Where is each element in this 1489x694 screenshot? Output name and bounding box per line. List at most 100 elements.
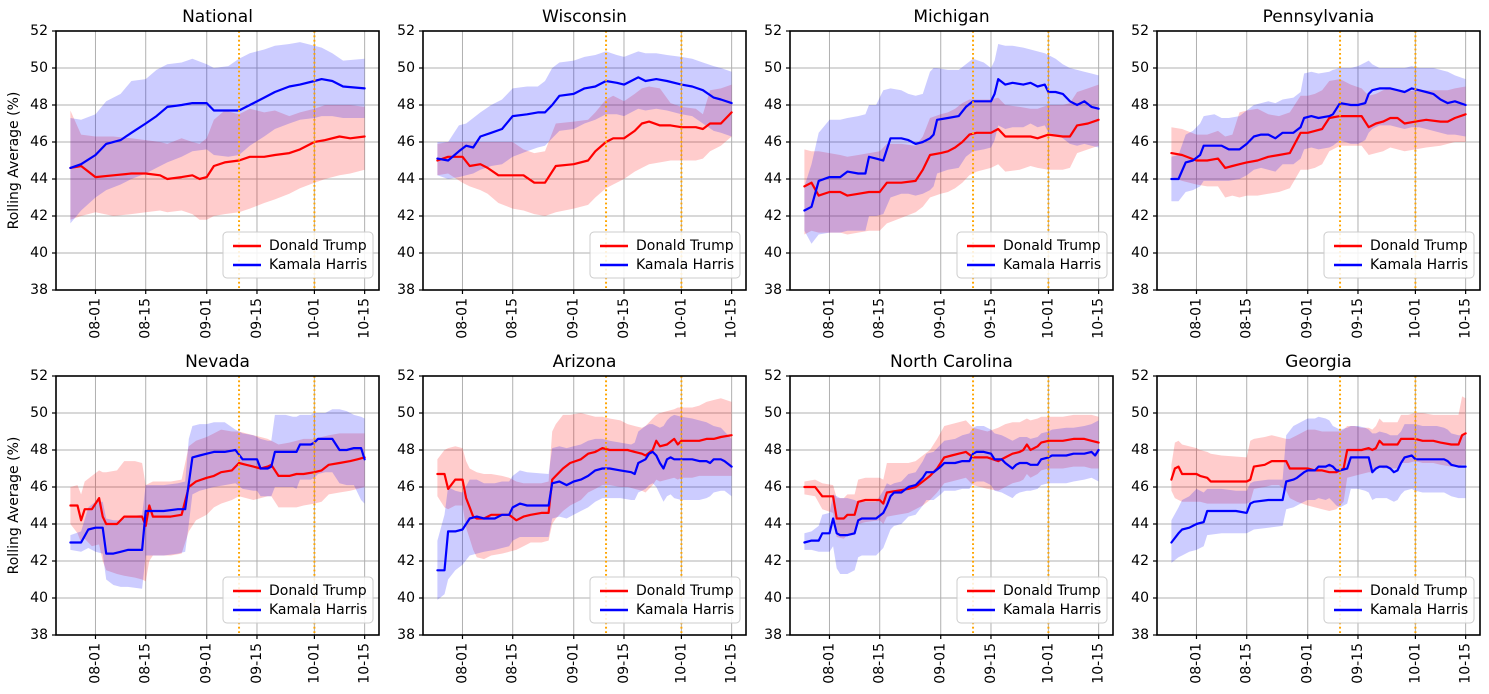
x-tick-label: 09-01 (1300, 298, 1316, 339)
y-tick-label: 48 (764, 442, 782, 458)
y-tick-label: 50 (764, 60, 782, 76)
y-tick-label: 42 (764, 553, 782, 569)
y-tick-label: 46 (30, 134, 48, 150)
donald-trump-confidence-band (70, 105, 365, 220)
x-tick-label: 10-15 (724, 298, 740, 339)
x-tick-label: 10-15 (357, 298, 373, 339)
legend-label: Donald Trump (636, 583, 734, 599)
y-tick-label: 42 (397, 208, 415, 224)
y-tick-label: 46 (397, 479, 415, 495)
x-tick-label: 10-01 (306, 643, 322, 684)
legend-label: Donald Trump (1003, 238, 1101, 254)
donald-trump-confidence-band (804, 84, 1099, 235)
donald-trump-confidence-band (1171, 79, 1466, 198)
y-tick-label: 46 (30, 479, 48, 495)
legend-label: Kamala Harris (269, 602, 367, 618)
x-tick-label: 10-15 (1091, 643, 1107, 684)
y-tick-label: 40 (30, 590, 48, 606)
subplot-national: 38 40 42 44 46 48 50 52 08-01 08-15 09-01 09-15 10-0… (6, 7, 380, 339)
subplot-title: Nevada (185, 352, 250, 372)
legend: Donald Trump Kamala Harris (222, 231, 374, 279)
legend-label: Kamala Harris (1003, 257, 1101, 273)
y-tick-label: 44 (764, 171, 782, 187)
x-tick-label: 09-15 (249, 643, 265, 684)
subplot-title: Arizona (553, 352, 617, 372)
x-tick-label: 09-15 (616, 298, 632, 339)
y-tick-label: 38 (764, 627, 782, 643)
donald-trump-line (1170, 113, 1467, 169)
axes-frame (55, 375, 380, 636)
y-tick-label: 52 (764, 368, 782, 384)
x-tick-label: 09-01 (199, 298, 215, 339)
x-tick-label: 10-15 (357, 643, 373, 684)
legend-label: Kamala Harris (1003, 602, 1101, 618)
y-tick-label: 42 (397, 553, 415, 569)
legend-label: Donald Trump (1370, 583, 1468, 599)
y-tick-label: 50 (30, 405, 48, 421)
x-tick-label: 08-15 (1239, 298, 1255, 339)
kamala-harris-line (803, 448, 1100, 544)
legend: Donald Trump Kamala Harris (1323, 231, 1475, 279)
axes-frame (55, 30, 380, 291)
x-tick-label: 09-15 (249, 298, 265, 339)
legend-label: Donald Trump (269, 583, 367, 599)
axes-frame (1156, 30, 1481, 291)
kamala-harris-line (1170, 87, 1467, 181)
y-tick-label: 40 (1131, 590, 1149, 606)
kamala-harris-line (1170, 454, 1467, 544)
x-tick-label: 10-01 (673, 643, 689, 684)
y-tick-label: 42 (30, 208, 48, 224)
y-tick-label: 48 (397, 442, 415, 458)
y-tick-label: 44 (397, 516, 415, 532)
legend-box (589, 576, 741, 624)
y-tick-label: 50 (1131, 405, 1149, 421)
x-tick-label: 10-01 (1407, 643, 1423, 684)
legend-label: Donald Trump (636, 238, 734, 254)
legend: Donald Trump Kamala Harris (589, 576, 741, 624)
donald-trump-line (436, 111, 733, 184)
y-tick-label: 44 (1131, 171, 1149, 187)
x-tick-label: 08-01 (821, 298, 837, 339)
legend-box (222, 231, 374, 279)
x-tick-label: 08-15 (138, 643, 154, 684)
x-tick-label: 08-01 (821, 643, 837, 684)
legend: Donald Trump Kamala Harris (956, 231, 1108, 279)
x-tick-label: 09-15 (983, 643, 999, 684)
x-tick-label: 08-15 (138, 298, 154, 339)
x-tick-label: 10-01 (1407, 298, 1423, 339)
kamala-harris-confidence-band (70, 42, 365, 224)
x-tick-label: 08-01 (87, 298, 103, 339)
y-tick-label: 40 (764, 590, 782, 606)
x-tick-label: 09-01 (933, 643, 949, 684)
axes-frame (789, 375, 1114, 636)
y-tick-label: 40 (30, 245, 48, 261)
y-tick-label: 46 (1131, 479, 1149, 495)
y-tick-label: 52 (1131, 23, 1149, 39)
donald-trump-line (1170, 432, 1467, 483)
x-tick-label: 10-15 (1458, 298, 1474, 339)
subplot-nevada: 38 40 42 44 46 48 50 52 08-01 08-15 09-01 09-15 10-0… (6, 352, 380, 684)
y-axis-label: Rolling Average (%) (6, 437, 22, 575)
y-tick-label: 48 (1131, 442, 1149, 458)
y-tick-label: 44 (1131, 516, 1149, 532)
legend-box (1323, 576, 1475, 624)
x-tick-label: 08-01 (1188, 298, 1204, 339)
y-tick-label: 42 (764, 208, 782, 224)
y-tick-label: 50 (397, 60, 415, 76)
x-tick-label: 09-15 (1350, 298, 1366, 339)
y-tick-label: 48 (30, 442, 48, 458)
x-tick-label: 10-15 (724, 643, 740, 684)
x-tick-label: 10-01 (306, 298, 322, 339)
axes-frame (1156, 375, 1481, 636)
y-tick-label: 40 (1131, 245, 1149, 261)
donald-trump-line (803, 437, 1100, 520)
y-axis-label: Rolling Average (%) (6, 92, 22, 230)
axes-frame (422, 30, 747, 291)
legend-box (222, 576, 374, 624)
y-tick-label: 46 (397, 134, 415, 150)
subplot-georgia: 38 40 42 44 46 48 50 52 08-01 08-15 09-01 09-15 10-0… (1131, 352, 1481, 684)
donald-trump-line (69, 456, 366, 527)
legend-box (956, 576, 1108, 624)
subplot-title: Wisconsin (542, 7, 627, 27)
